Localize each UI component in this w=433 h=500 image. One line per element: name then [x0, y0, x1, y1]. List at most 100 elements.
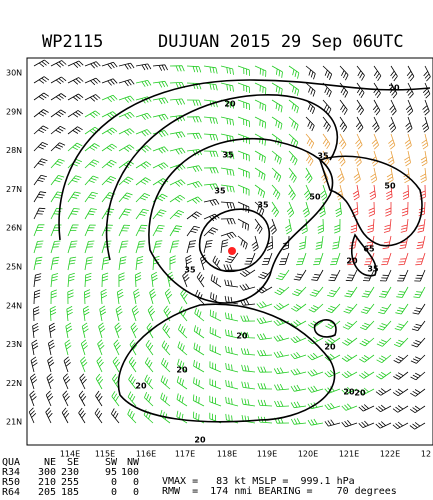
wind-barb	[33, 109, 49, 118]
wind-barb	[133, 288, 141, 305]
wind-barb	[404, 150, 411, 167]
wind-barb	[411, 320, 426, 331]
wind-barb	[415, 252, 426, 266]
wind-barb	[288, 184, 296, 201]
lat-label: 23N	[6, 340, 22, 349]
wind-barb	[405, 116, 413, 133]
wind-barb	[383, 218, 392, 233]
wind-barb	[152, 113, 169, 121]
lon-label: 122E	[380, 450, 400, 459]
wind-barb	[273, 318, 290, 326]
wind-barb	[360, 303, 375, 314]
lon-label: 120E	[298, 450, 318, 459]
wind-barb	[50, 125, 66, 135]
wind-barb	[151, 271, 158, 288]
storm-title: DUJUAN 2015 29 Sep 06UTC	[158, 32, 404, 52]
wind-barb	[388, 116, 397, 133]
lat-label: 26N	[6, 224, 22, 233]
wind-barb	[67, 126, 83, 135]
wind-barb	[241, 415, 256, 424]
wind-barb	[147, 305, 155, 322]
wind-barb	[152, 146, 169, 154]
wind-barb	[65, 322, 73, 339]
wind-barb	[308, 303, 324, 313]
wind-barb	[220, 150, 235, 160]
wind-barb	[393, 337, 409, 348]
wind-barb	[290, 384, 307, 392]
wind-barb	[409, 422, 426, 430]
wind-barb	[292, 286, 307, 297]
wind-barb	[396, 286, 409, 298]
wind-barb	[84, 159, 100, 169]
wind-barb	[328, 269, 341, 282]
wind-barb	[339, 116, 348, 133]
wind-barb	[84, 110, 101, 119]
wind-barb	[288, 99, 299, 114]
wind-barb	[392, 388, 409, 397]
table-cell: 255	[61, 477, 79, 488]
lon-label: 115E	[95, 450, 115, 459]
wind-barb	[50, 240, 61, 254]
wind-barb	[169, 194, 186, 203]
wind-barb	[273, 367, 290, 375]
wind-barb	[203, 133, 219, 141]
wind-barb	[101, 127, 118, 135]
wind-barb	[67, 77, 84, 85]
wind-barb	[390, 65, 398, 82]
wind-barb	[274, 417, 290, 424]
wind-barb	[373, 82, 381, 99]
wind-barb	[271, 184, 281, 200]
wind-barb	[33, 142, 48, 152]
wind-barb	[63, 356, 71, 373]
wind-barb	[84, 143, 100, 152]
wind-barb	[67, 60, 84, 68]
wind-barb	[405, 99, 414, 116]
wind-barb	[307, 402, 324, 410]
wind-barb	[192, 394, 205, 407]
wind-barb	[395, 303, 409, 315]
wind-barb	[240, 348, 256, 356]
wind-barb	[276, 269, 290, 281]
wind-barb	[210, 292, 222, 305]
wind-barb	[399, 235, 409, 249]
lat-label: 28N	[6, 146, 22, 155]
wind-barb	[210, 274, 222, 288]
wind-barb	[100, 288, 108, 305]
wind-barb	[118, 256, 127, 271]
wind-barb	[220, 239, 229, 254]
wind-barb	[45, 407, 53, 424]
wind-barb	[271, 133, 283, 148]
wind-barb	[129, 339, 138, 356]
wind-barb	[50, 142, 66, 152]
wind-barb	[127, 391, 137, 407]
wind-barb	[118, 208, 132, 220]
stats-line: VMAX = 83 kt MSLP = 999.1 hPa	[162, 476, 355, 487]
wind-barb	[271, 201, 279, 218]
lat-label: 25N	[6, 263, 22, 272]
wind-barb	[271, 82, 283, 96]
lon-label: 114E	[60, 450, 80, 459]
wind-barb	[67, 142, 83, 152]
wind-barb	[96, 356, 104, 373]
wind-barb	[305, 150, 314, 167]
wind-barb	[256, 301, 273, 309]
wind-barb	[33, 273, 42, 288]
wind-barb	[254, 167, 266, 181]
wind-barb	[212, 255, 222, 271]
wind-barb	[309, 286, 324, 297]
wind-barb	[49, 306, 57, 322]
wind-barb	[220, 231, 237, 239]
lon-label: 116E	[136, 450, 156, 459]
wind-barb	[388, 133, 396, 150]
wind-barb	[186, 211, 202, 220]
wind-barb	[254, 82, 267, 95]
wind-barb	[237, 201, 250, 213]
wind-barb	[162, 323, 171, 339]
wind-barb	[254, 218, 263, 234]
wind-barb	[169, 210, 185, 220]
wind-barb	[416, 235, 426, 249]
wind-barb	[239, 269, 256, 277]
lat-label: 21N	[6, 418, 22, 427]
wind-barb	[169, 163, 186, 171]
wind-barb	[290, 335, 307, 344]
